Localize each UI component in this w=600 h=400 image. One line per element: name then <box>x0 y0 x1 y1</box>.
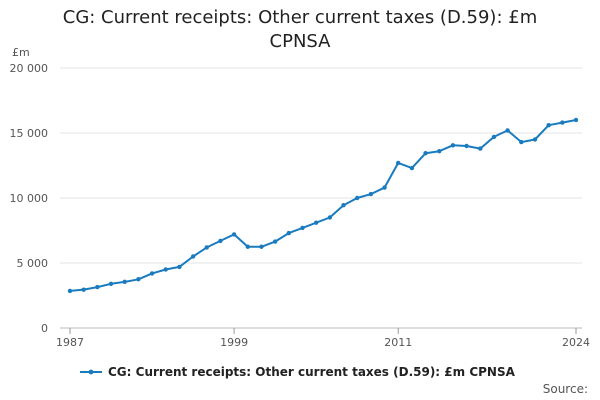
data-point <box>231 232 237 237</box>
x-tick-label: 2024 <box>562 336 590 349</box>
y-tick-label: 20 000 <box>10 62 49 75</box>
data-point <box>341 202 346 208</box>
y-tick-label: 5 000 <box>17 257 49 270</box>
data-point <box>300 225 305 231</box>
data-point <box>382 185 387 190</box>
data-point <box>313 220 319 225</box>
y-axis-label: £m <box>12 46 30 59</box>
source-label: Source: <box>542 382 588 396</box>
data-point <box>409 165 415 171</box>
data-point <box>560 120 565 125</box>
data-point <box>354 195 360 201</box>
data-point <box>190 254 196 259</box>
data-point <box>108 281 114 286</box>
data-point <box>245 244 250 249</box>
chart-title-line-1: CG: Current receipts: Other current taxe… <box>62 7 538 28</box>
data-point <box>177 264 182 270</box>
data-point <box>81 287 86 292</box>
data-point <box>491 134 497 140</box>
legend-label: CG: Current receipts: Other current taxe… <box>108 365 516 379</box>
chart-title-line-2: CPNSA <box>269 31 331 52</box>
data-point <box>218 238 223 244</box>
data-point <box>532 137 538 142</box>
y-tick-label: 15 000 <box>10 127 49 140</box>
data-point <box>423 150 428 156</box>
data-point <box>95 284 100 290</box>
data-point <box>204 245 209 250</box>
y-tick-label: 0 <box>41 322 48 335</box>
data-point <box>396 160 401 166</box>
chart-title: CG: Current receipts: Other current taxe… <box>0 6 600 54</box>
y-tick-label: 10 000 <box>10 192 49 205</box>
data-point <box>437 149 442 154</box>
x-tick-label: 2011 <box>384 336 412 349</box>
data-point <box>546 123 551 128</box>
data-point <box>122 279 127 285</box>
x-tick-label: 1987 <box>56 336 84 349</box>
data-point <box>286 230 292 236</box>
data-point <box>67 288 73 294</box>
data-point <box>368 191 374 197</box>
x-tick-label: 1999 <box>220 336 248 349</box>
data-point <box>136 277 141 282</box>
data-point <box>505 128 510 133</box>
data-point <box>450 143 456 148</box>
legend-marker <box>88 369 94 375</box>
data-point <box>272 239 278 244</box>
data-point <box>573 117 579 123</box>
data-point <box>478 146 483 151</box>
data-point <box>149 271 155 276</box>
data-point <box>464 143 469 149</box>
data-point <box>259 244 264 249</box>
data-point <box>327 215 333 220</box>
data-point <box>519 139 524 145</box>
data-point <box>163 267 168 272</box>
series-line <box>69 119 577 292</box>
